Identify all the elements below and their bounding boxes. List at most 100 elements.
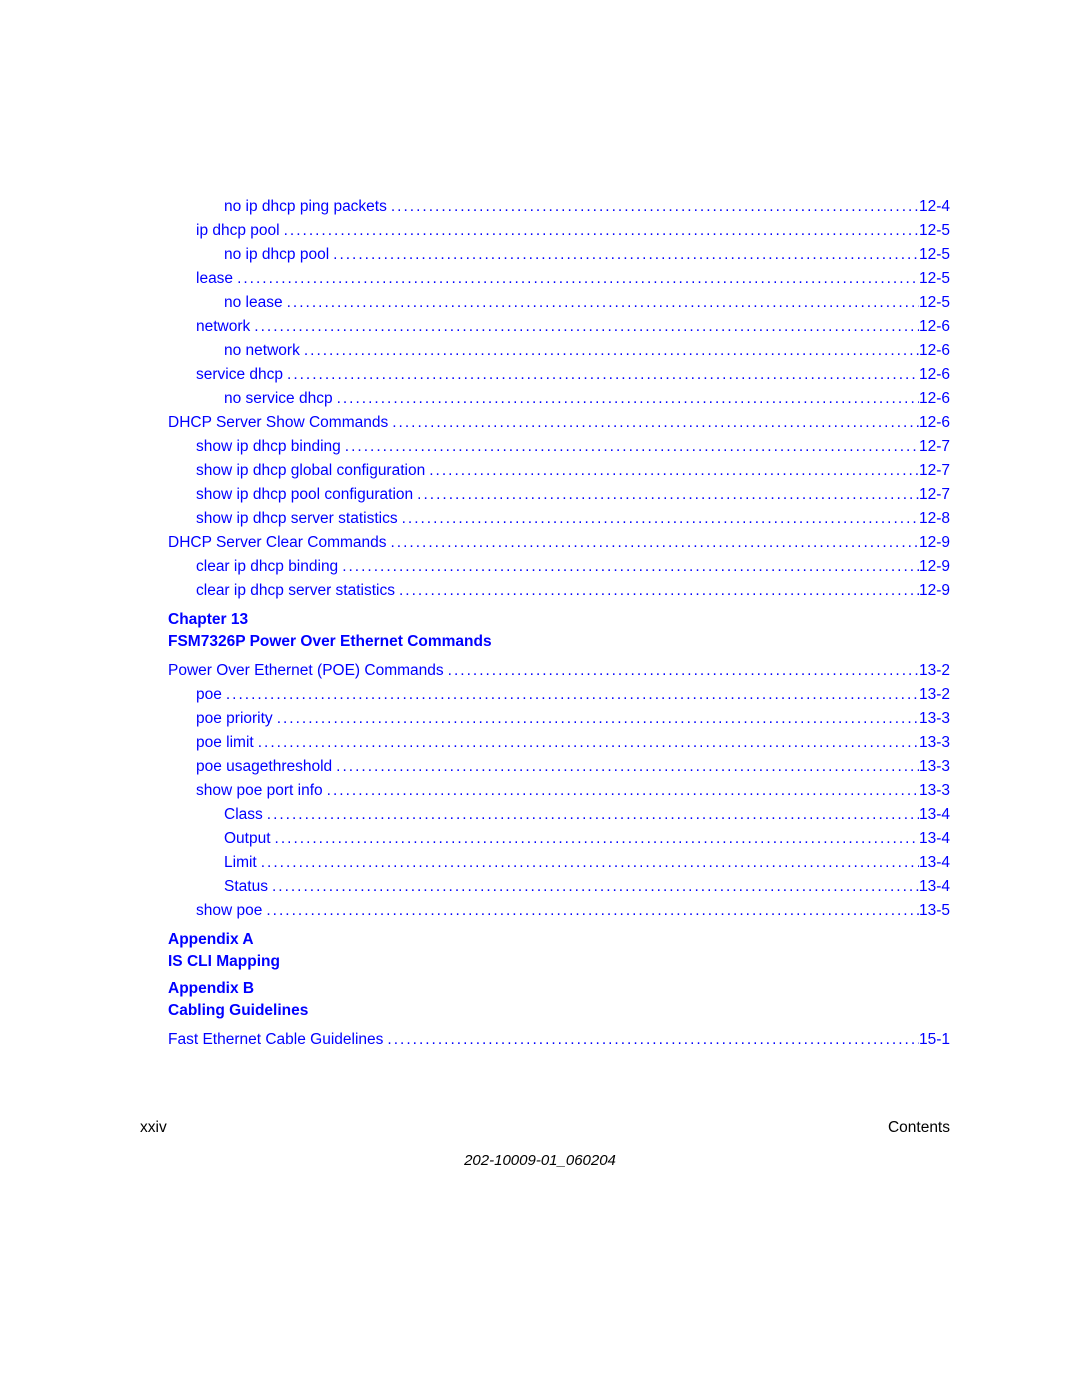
toc-dot-leader bbox=[388, 411, 919, 435]
toc-dot-leader bbox=[273, 707, 919, 731]
toc-dot-leader bbox=[341, 435, 919, 459]
toc-entry: no ip dhcp pool 12-5 bbox=[140, 243, 950, 267]
toc-dot-leader bbox=[338, 555, 919, 579]
toc-dot-leader bbox=[444, 659, 919, 683]
toc-entry-page[interactable]: 12-6 bbox=[919, 339, 950, 363]
toc-entry: clear ip dhcp binding 12-9 bbox=[140, 555, 950, 579]
toc-entry-page[interactable]: 13-2 bbox=[919, 659, 950, 683]
toc-entry-page[interactable]: 12-5 bbox=[919, 243, 950, 267]
toc-entry-page[interactable]: 12-5 bbox=[919, 267, 950, 291]
toc-entry: Status 13-4 bbox=[140, 875, 950, 899]
toc-dot-leader bbox=[254, 731, 919, 755]
toc-entry: ip dhcp pool 12-5 bbox=[140, 219, 950, 243]
toc-entry: Fast Ethernet Cable Guidelines 15-1 bbox=[140, 1028, 950, 1052]
toc-entry-page[interactable]: 12-8 bbox=[919, 507, 950, 531]
toc-dot-leader bbox=[398, 507, 919, 531]
toc-entry-label[interactable]: show ip dhcp server statistics bbox=[196, 507, 398, 531]
toc-entry-page[interactable]: 12-6 bbox=[919, 387, 950, 411]
toc-entry-page[interactable]: 13-2 bbox=[919, 683, 950, 707]
chapter-13-heading[interactable]: Chapter 13 FSM7326P Power Over Ethernet … bbox=[140, 609, 950, 652]
toc-entry-label[interactable]: show poe bbox=[196, 899, 262, 923]
toc-entry-label[interactable]: clear ip dhcp binding bbox=[196, 555, 338, 579]
toc-entry-label[interactable]: Limit bbox=[224, 851, 257, 875]
toc-entry: service dhcp 12-6 bbox=[140, 363, 950, 387]
toc-entry-page[interactable]: 12-5 bbox=[919, 291, 950, 315]
toc-entry-label[interactable]: clear ip dhcp server statistics bbox=[196, 579, 395, 603]
toc-entry: Power Over Ethernet (POE) Commands 13-2 bbox=[140, 659, 950, 683]
toc-dot-leader bbox=[262, 899, 919, 923]
toc-entry-page[interactable]: 15-1 bbox=[919, 1028, 950, 1052]
toc-dot-leader bbox=[329, 243, 919, 267]
toc-dot-leader bbox=[250, 315, 919, 339]
toc-dot-leader bbox=[283, 291, 919, 315]
appendix-a-heading[interactable]: Appendix A IS CLI Mapping bbox=[140, 929, 950, 972]
toc-entry-page[interactable]: 12-4 bbox=[919, 195, 950, 219]
toc-entry-label[interactable]: show ip dhcp pool configuration bbox=[196, 483, 413, 507]
toc-entry-page[interactable]: 13-4 bbox=[919, 851, 950, 875]
toc-entry: no service dhcp 12-6 bbox=[140, 387, 950, 411]
toc-entry: poe limit 13-3 bbox=[140, 731, 950, 755]
toc-entry-label[interactable]: no network bbox=[224, 339, 300, 363]
toc-entry-label[interactable]: poe priority bbox=[196, 707, 273, 731]
toc-entry-page[interactable]: 13-5 bbox=[919, 899, 950, 923]
appendix-a-line2: IS CLI Mapping bbox=[168, 953, 280, 970]
toc-entry-label[interactable]: DHCP Server Clear Commands bbox=[168, 531, 387, 555]
toc-entry-page[interactable]: 13-3 bbox=[919, 779, 950, 803]
toc-entry-label[interactable]: Output bbox=[224, 827, 271, 851]
toc-entry-page[interactable]: 12-6 bbox=[919, 315, 950, 339]
toc-entry-label[interactable]: no lease bbox=[224, 291, 283, 315]
toc-dot-leader bbox=[268, 875, 919, 899]
toc-entry-label[interactable]: show poe port info bbox=[196, 779, 323, 803]
toc-entry-label[interactable]: DHCP Server Show Commands bbox=[168, 411, 388, 435]
toc-dot-leader bbox=[300, 339, 919, 363]
toc-entry-label[interactable]: Power Over Ethernet (POE) Commands bbox=[168, 659, 444, 683]
toc-entry-page[interactable]: 12-6 bbox=[919, 363, 950, 387]
toc-entry-page[interactable]: 13-3 bbox=[919, 731, 950, 755]
toc-dot-leader bbox=[323, 779, 919, 803]
toc-entry-label[interactable]: lease bbox=[196, 267, 233, 291]
toc-entry-page[interactable]: 13-4 bbox=[919, 803, 950, 827]
toc-dot-leader bbox=[263, 803, 919, 827]
toc-entry-label[interactable]: Status bbox=[224, 875, 268, 899]
toc-entry: poe 13-2 bbox=[140, 683, 950, 707]
toc-entry-page[interactable]: 12-7 bbox=[919, 459, 950, 483]
toc-entry-label[interactable]: no ip dhcp ping packets bbox=[224, 195, 387, 219]
toc-entry-label[interactable]: service dhcp bbox=[196, 363, 283, 387]
appendix-a-line1: Appendix A bbox=[168, 931, 254, 948]
toc-entry-label[interactable]: poe usagethreshold bbox=[196, 755, 332, 779]
toc-dot-leader bbox=[387, 195, 919, 219]
toc-entry: DHCP Server Show Commands 12-6 bbox=[140, 411, 950, 435]
toc-entry-page[interactable]: 13-4 bbox=[919, 875, 950, 899]
toc-entry-label[interactable]: poe limit bbox=[196, 731, 254, 755]
toc-entry-page[interactable]: 13-3 bbox=[919, 707, 950, 731]
toc-entry-label[interactable]: ip dhcp pool bbox=[196, 219, 280, 243]
toc-entry-label[interactable]: show ip dhcp binding bbox=[196, 435, 341, 459]
toc-dot-leader bbox=[257, 851, 919, 875]
toc-entry-label[interactable]: Fast Ethernet Cable Guidelines bbox=[168, 1028, 383, 1052]
toc-entry-label[interactable]: no ip dhcp pool bbox=[224, 243, 329, 267]
toc-entry: no network 12-6 bbox=[140, 339, 950, 363]
toc-entry-page[interactable]: 12-9 bbox=[919, 579, 950, 603]
toc-entry: show poe 13-5 bbox=[140, 899, 950, 923]
toc-entry-page[interactable]: 12-6 bbox=[919, 411, 950, 435]
toc-entry-label[interactable]: no service dhcp bbox=[224, 387, 333, 411]
toc-entry-label[interactable]: poe bbox=[196, 683, 222, 707]
toc-entry-page[interactable]: 12-7 bbox=[919, 483, 950, 507]
appendix-b-heading[interactable]: Appendix B Cabling Guidelines bbox=[140, 978, 950, 1021]
toc-entry-label[interactable]: show ip dhcp global configuration bbox=[196, 459, 425, 483]
toc-entry-page[interactable]: 12-9 bbox=[919, 555, 950, 579]
toc-entry: poe usagethreshold 13-3 bbox=[140, 755, 950, 779]
toc-entry-label[interactable]: Class bbox=[224, 803, 263, 827]
toc-entry-page[interactable]: 13-4 bbox=[919, 827, 950, 851]
toc-entry: show ip dhcp server statistics 12-8 bbox=[140, 507, 950, 531]
toc-entry-page[interactable]: 13-3 bbox=[919, 755, 950, 779]
footer-section: Contents bbox=[888, 1119, 950, 1137]
toc-entry-page[interactable]: 12-5 bbox=[919, 219, 950, 243]
toc-entry-page[interactable]: 12-9 bbox=[919, 531, 950, 555]
footer-page-number: xxiv bbox=[140, 1119, 167, 1137]
toc-entry-page[interactable]: 12-7 bbox=[919, 435, 950, 459]
toc-entry: clear ip dhcp server statistics 12-9 bbox=[140, 579, 950, 603]
toc-dot-leader bbox=[280, 219, 919, 243]
toc-entry: show ip dhcp global configuration 12-7 bbox=[140, 459, 950, 483]
toc-entry-label[interactable]: network bbox=[196, 315, 250, 339]
